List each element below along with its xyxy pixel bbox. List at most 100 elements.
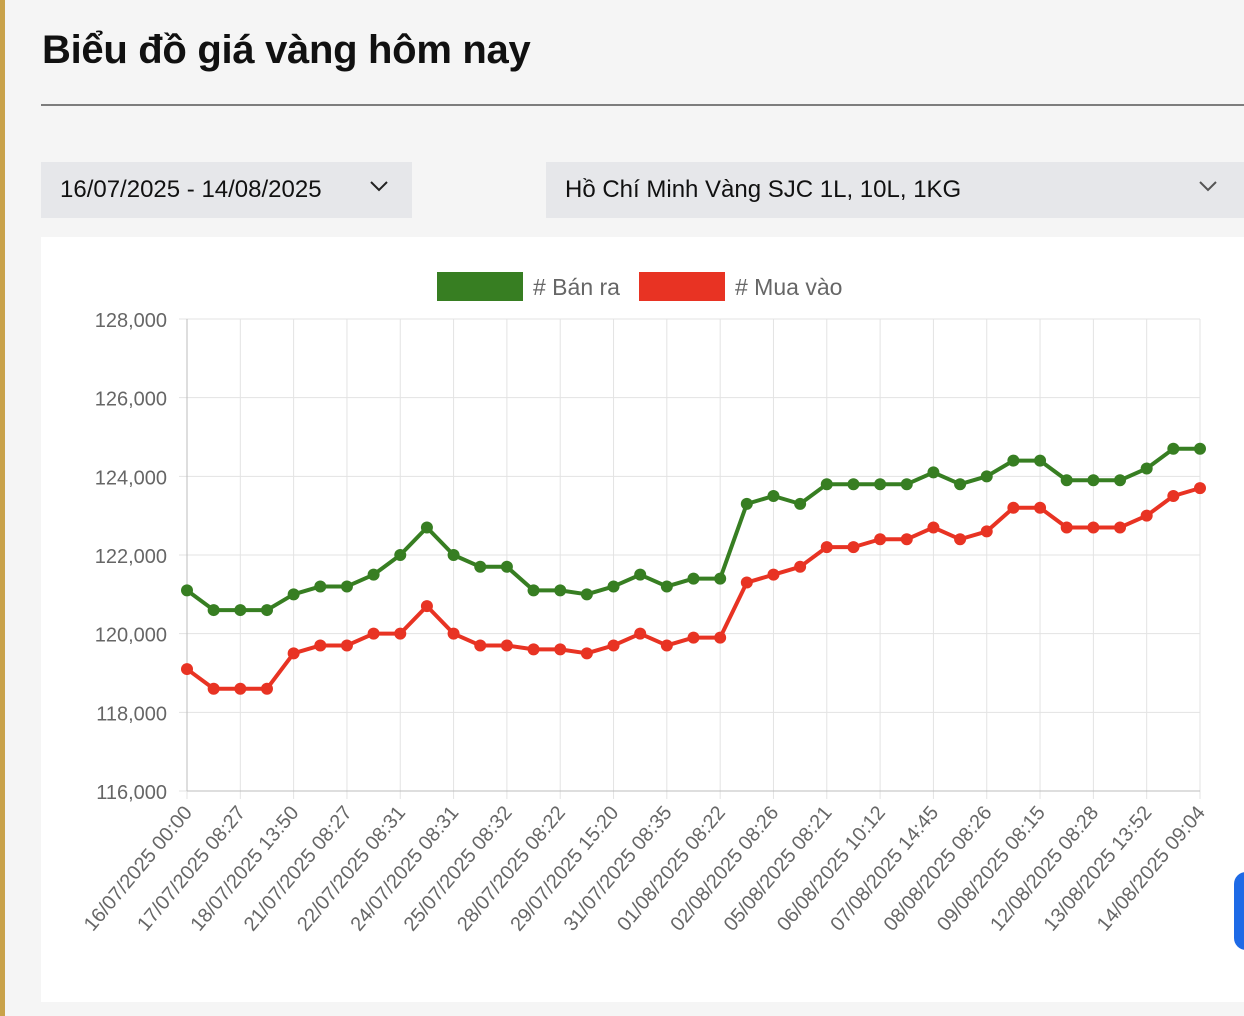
series-1-point [660,639,673,652]
series-1-point [367,627,380,640]
series-0-point [714,572,727,585]
series-1-point [927,521,940,534]
title-divider [41,104,1244,106]
series-0-point [207,604,220,617]
series-1-point [394,627,407,640]
series-0-point [820,478,833,491]
series-1-point [1007,501,1020,514]
series-1-point [634,627,647,640]
series-1-point [847,541,860,554]
series-1-point [1140,509,1153,522]
left-accent-bar [0,0,5,1016]
series-0-point [954,478,967,491]
series-0-point [527,584,540,597]
series-1-point [420,600,433,613]
series-0-point [1060,474,1073,487]
series-1-point [287,647,300,660]
series-1-point [740,576,753,589]
series-1-point [714,631,727,644]
series-0-point [767,490,780,502]
series-0-point [687,572,700,585]
chart-panel: 116,000 118,000 120,000 122,000 124,000 126,0… [41,237,1244,1002]
series-0-point [1167,442,1180,455]
series-0-point [474,560,487,573]
floating-action-button[interactable] [1234,872,1244,950]
legend-label-1: # Mua vào [735,274,842,300]
location-product-select[interactable]: Hồ Chí Minh Vàng SJC 1L, 10L, 1KG [546,162,1244,218]
gold-price-line-chart: 116,000 118,000 120,000 122,000 124,000 126,0… [80,272,1210,935]
series-1-point [794,560,807,573]
series-0-point [1087,474,1100,487]
series-1-point [874,533,887,546]
chevron-down-icon [1199,181,1217,192]
y-tick-label: 116,000 [96,782,167,804]
legend-swatch-1 [639,272,725,301]
series-1-point [447,627,460,640]
y-tick-label: 120,000 [95,625,167,647]
series-1-point [1114,521,1127,534]
legend-swatch-0 [437,272,523,301]
series-1-point [474,639,487,652]
series-1-point [314,639,327,652]
series-1-point [607,639,620,652]
series-0-point [660,580,673,593]
series-0-point [181,584,193,597]
series-0-point [420,521,433,534]
series-0-point [1194,442,1206,455]
series-0-point [580,588,593,601]
y-tick-label: 124,000 [95,467,167,489]
series-0-point [287,588,300,601]
series-1-point [954,533,967,546]
series-0-point [980,470,993,483]
date-range-select[interactable]: 16/07/2025 - 14/08/2025 [41,162,412,218]
series-1-point [900,533,913,546]
date-range-value: 16/07/2025 - 14/08/2025 [60,176,322,203]
series-0-point [927,466,940,479]
series-0-point [607,580,620,593]
series-0-point [554,584,567,597]
series-1-point [1034,501,1047,514]
series-line-0 [185,446,1200,613]
series-1-point [181,663,193,676]
series-1-point [234,682,247,695]
series-0-point [447,549,460,561]
y-tick-label: 128,000 [95,310,167,332]
series-0-point [260,604,273,617]
series-0-point [900,478,913,491]
series-0-point [340,580,353,593]
series-0-point [367,568,380,581]
series-1-point [820,541,833,554]
chevron-down-icon [370,181,388,192]
series-0-point [1140,462,1153,475]
legend-label-0: # Bán ra [533,274,620,300]
series-0-point [314,580,327,593]
series-1-point [687,631,700,644]
y-tick-label: 122,000 [95,546,167,568]
series-0-point [847,478,860,491]
series-1-point [980,525,993,538]
series-0-point [740,497,753,510]
series-1-point [340,639,353,652]
series-0-point [874,478,887,491]
series-1-point [1087,521,1100,534]
series-0-point [1114,474,1127,487]
series-1-point [1194,482,1206,495]
series-0-point [794,497,807,510]
series-1-point [527,643,540,656]
y-tick-label: 126,000 [95,389,167,411]
series-1-point [1167,490,1180,502]
series-0-point [234,604,247,617]
series-1-point [580,647,593,660]
series-1-point [500,639,513,652]
series-1-point [207,682,220,695]
series-0-point [500,560,513,573]
location-product-value: Hồ Chí Minh Vàng SJC 1L, 10L, 1KG [565,176,962,203]
series-1-point [1060,521,1073,534]
series-0-point [634,568,647,581]
page-title: Biểu đồ giá vàng hôm nay [42,28,531,72]
series-0-point [1007,454,1020,467]
series-0-point [394,549,407,561]
series-0-point [1034,454,1047,467]
series-1-point [767,568,780,581]
y-tick-label: 118,000 [96,703,167,725]
